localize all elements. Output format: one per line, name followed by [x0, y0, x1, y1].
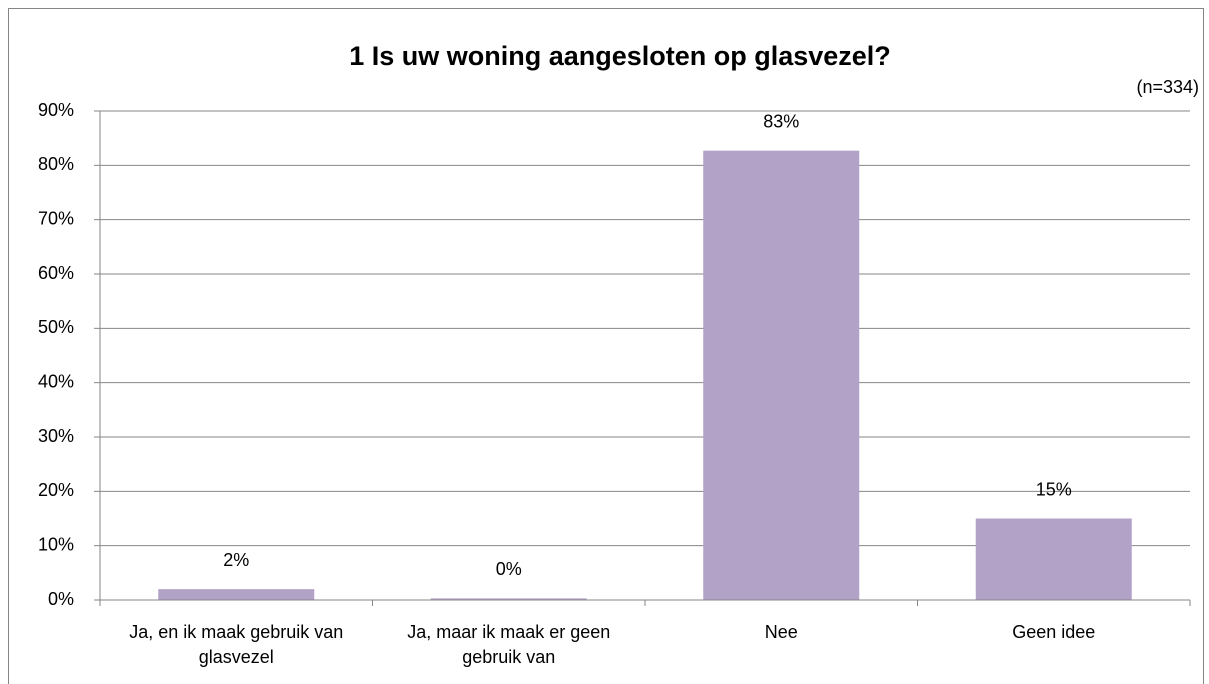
- bar: [158, 589, 315, 600]
- x-tick-label: Nee: [765, 622, 798, 642]
- y-tick-label: 80%: [38, 154, 74, 174]
- y-tick-label: 10%: [38, 534, 74, 554]
- y-tick-label: 50%: [38, 317, 74, 337]
- data-label: 83%: [763, 111, 799, 131]
- y-tick-label: 20%: [38, 480, 74, 500]
- bar: [430, 598, 587, 600]
- x-tick-label: Geen idee: [1012, 622, 1095, 642]
- data-label: 15%: [1036, 479, 1072, 499]
- data-label: 2%: [223, 550, 249, 570]
- bar: [703, 150, 860, 600]
- chart-subtitle: (n=334): [1136, 77, 1199, 97]
- data-label: 0%: [496, 559, 522, 579]
- y-tick-label: 60%: [38, 263, 74, 283]
- bar: [975, 518, 1132, 600]
- y-tick-label: 70%: [38, 208, 74, 228]
- x-tick-label: Ja, en ik maak gebruik van glasvezel: [129, 622, 343, 667]
- y-tick-label: 90%: [38, 100, 74, 120]
- y-tick-label: 30%: [38, 426, 74, 446]
- chart-title: 1 Is uw woning aangesloten op glasvezel?: [349, 41, 891, 71]
- y-tick-label: 0%: [48, 589, 74, 609]
- x-tick-label: Ja, maar ik maak er geen gebruik van: [407, 622, 610, 667]
- y-tick-label: 40%: [38, 371, 74, 391]
